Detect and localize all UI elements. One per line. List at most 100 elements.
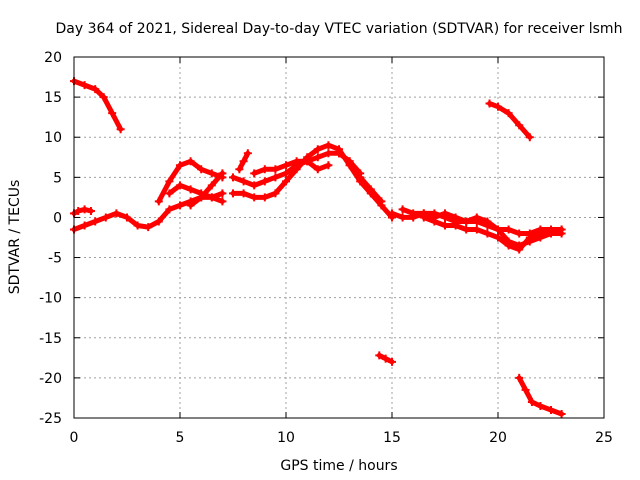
data-point bbox=[260, 177, 269, 186]
data-point bbox=[485, 99, 494, 108]
data-point bbox=[197, 165, 206, 174]
data-point bbox=[324, 161, 333, 170]
data-point bbox=[154, 197, 163, 206]
data-point bbox=[112, 209, 121, 218]
y-tick-label: -20 bbox=[39, 371, 62, 387]
y-axis-title: SDTVAR / TECUs bbox=[7, 180, 23, 295]
data-point bbox=[207, 169, 216, 178]
data-point bbox=[235, 165, 244, 174]
data-point bbox=[108, 109, 117, 118]
series-arc-7 bbox=[235, 149, 252, 174]
data-point bbox=[345, 157, 354, 166]
series-arc-6 bbox=[186, 169, 227, 210]
data-point bbox=[133, 221, 142, 230]
series-arc-5 bbox=[165, 181, 227, 206]
data-point bbox=[176, 201, 184, 210]
data-point bbox=[165, 205, 174, 214]
data-point bbox=[515, 245, 524, 254]
series-arc-1 bbox=[70, 77, 125, 134]
y-tick-label: -10 bbox=[39, 291, 62, 307]
data-point bbox=[494, 233, 502, 242]
data-point bbox=[218, 197, 227, 206]
data-point bbox=[409, 209, 418, 218]
data-point bbox=[176, 161, 184, 170]
data-point bbox=[282, 161, 290, 170]
data-point bbox=[324, 149, 333, 158]
data-point bbox=[123, 213, 131, 222]
series-line bbox=[230, 142, 395, 220]
x-tick-label: 5 bbox=[176, 430, 185, 446]
data-point bbox=[260, 193, 269, 202]
data-point bbox=[91, 217, 100, 226]
data-point bbox=[430, 217, 439, 226]
data-point bbox=[547, 229, 555, 238]
series-arc-16 bbox=[375, 351, 396, 366]
data-point bbox=[483, 229, 492, 238]
data-point bbox=[398, 213, 407, 222]
data-point bbox=[80, 221, 89, 230]
x-tick-label: 20 bbox=[489, 430, 507, 446]
data-point bbox=[271, 189, 280, 198]
data-point bbox=[313, 153, 322, 162]
data-point bbox=[388, 209, 396, 218]
data-point bbox=[547, 405, 555, 414]
data-point bbox=[557, 409, 566, 418]
data-point bbox=[525, 133, 534, 142]
data-point bbox=[165, 189, 174, 198]
y-tick-label: -25 bbox=[39, 411, 62, 427]
data-point bbox=[451, 213, 460, 222]
y-tick-label: 0 bbox=[53, 210, 62, 226]
data-point bbox=[207, 181, 216, 190]
data-point bbox=[229, 173, 237, 182]
series-line bbox=[487, 101, 533, 140]
x-tick-label: 10 bbox=[277, 430, 295, 446]
y-tick-label: 10 bbox=[44, 130, 62, 146]
y-tick-label: 20 bbox=[44, 50, 62, 66]
data-point bbox=[494, 225, 502, 234]
data-point bbox=[356, 173, 365, 182]
data-point bbox=[313, 165, 322, 174]
data-point bbox=[335, 149, 343, 158]
series-line bbox=[400, 206, 565, 248]
y-tick-labels: 20 15 10 5 0 -5 -10 -15 -20 -25 bbox=[39, 50, 62, 427]
series-arc-10 bbox=[250, 157, 333, 178]
x-tick-labels: 0 5 10 15 20 25 bbox=[70, 430, 613, 446]
data-point bbox=[239, 157, 248, 166]
x-tick-label: 15 bbox=[383, 430, 401, 446]
data-point bbox=[375, 351, 384, 360]
data-point bbox=[218, 189, 227, 198]
data-point bbox=[521, 385, 530, 394]
data-point bbox=[504, 241, 513, 250]
data-point bbox=[292, 157, 301, 166]
y-tick-label: -15 bbox=[39, 331, 62, 347]
data-point bbox=[504, 109, 513, 118]
data-point bbox=[483, 217, 492, 226]
data-point bbox=[451, 221, 460, 230]
data-point bbox=[398, 205, 407, 214]
data-point bbox=[250, 193, 259, 202]
data-point bbox=[303, 157, 312, 166]
series-line bbox=[188, 170, 225, 208]
data-point bbox=[441, 209, 449, 218]
data-point bbox=[229, 189, 237, 198]
data-point bbox=[260, 165, 269, 174]
series-arc-11 bbox=[335, 149, 386, 206]
data-point bbox=[515, 121, 524, 130]
data-point bbox=[80, 205, 89, 214]
data-point bbox=[515, 373, 524, 382]
data-point bbox=[99, 93, 108, 102]
data-point bbox=[80, 81, 89, 90]
x-tick-label: 0 bbox=[70, 430, 79, 446]
data-point bbox=[472, 225, 481, 234]
data-point bbox=[186, 201, 195, 210]
data-point bbox=[243, 149, 252, 158]
series-arc-17 bbox=[515, 373, 566, 418]
data-point bbox=[472, 213, 481, 222]
data-point bbox=[101, 213, 110, 222]
data-point bbox=[313, 145, 322, 154]
data-point bbox=[186, 185, 195, 194]
data-point bbox=[207, 193, 216, 202]
data-point bbox=[494, 102, 502, 111]
x-tick-label: 25 bbox=[595, 430, 613, 446]
